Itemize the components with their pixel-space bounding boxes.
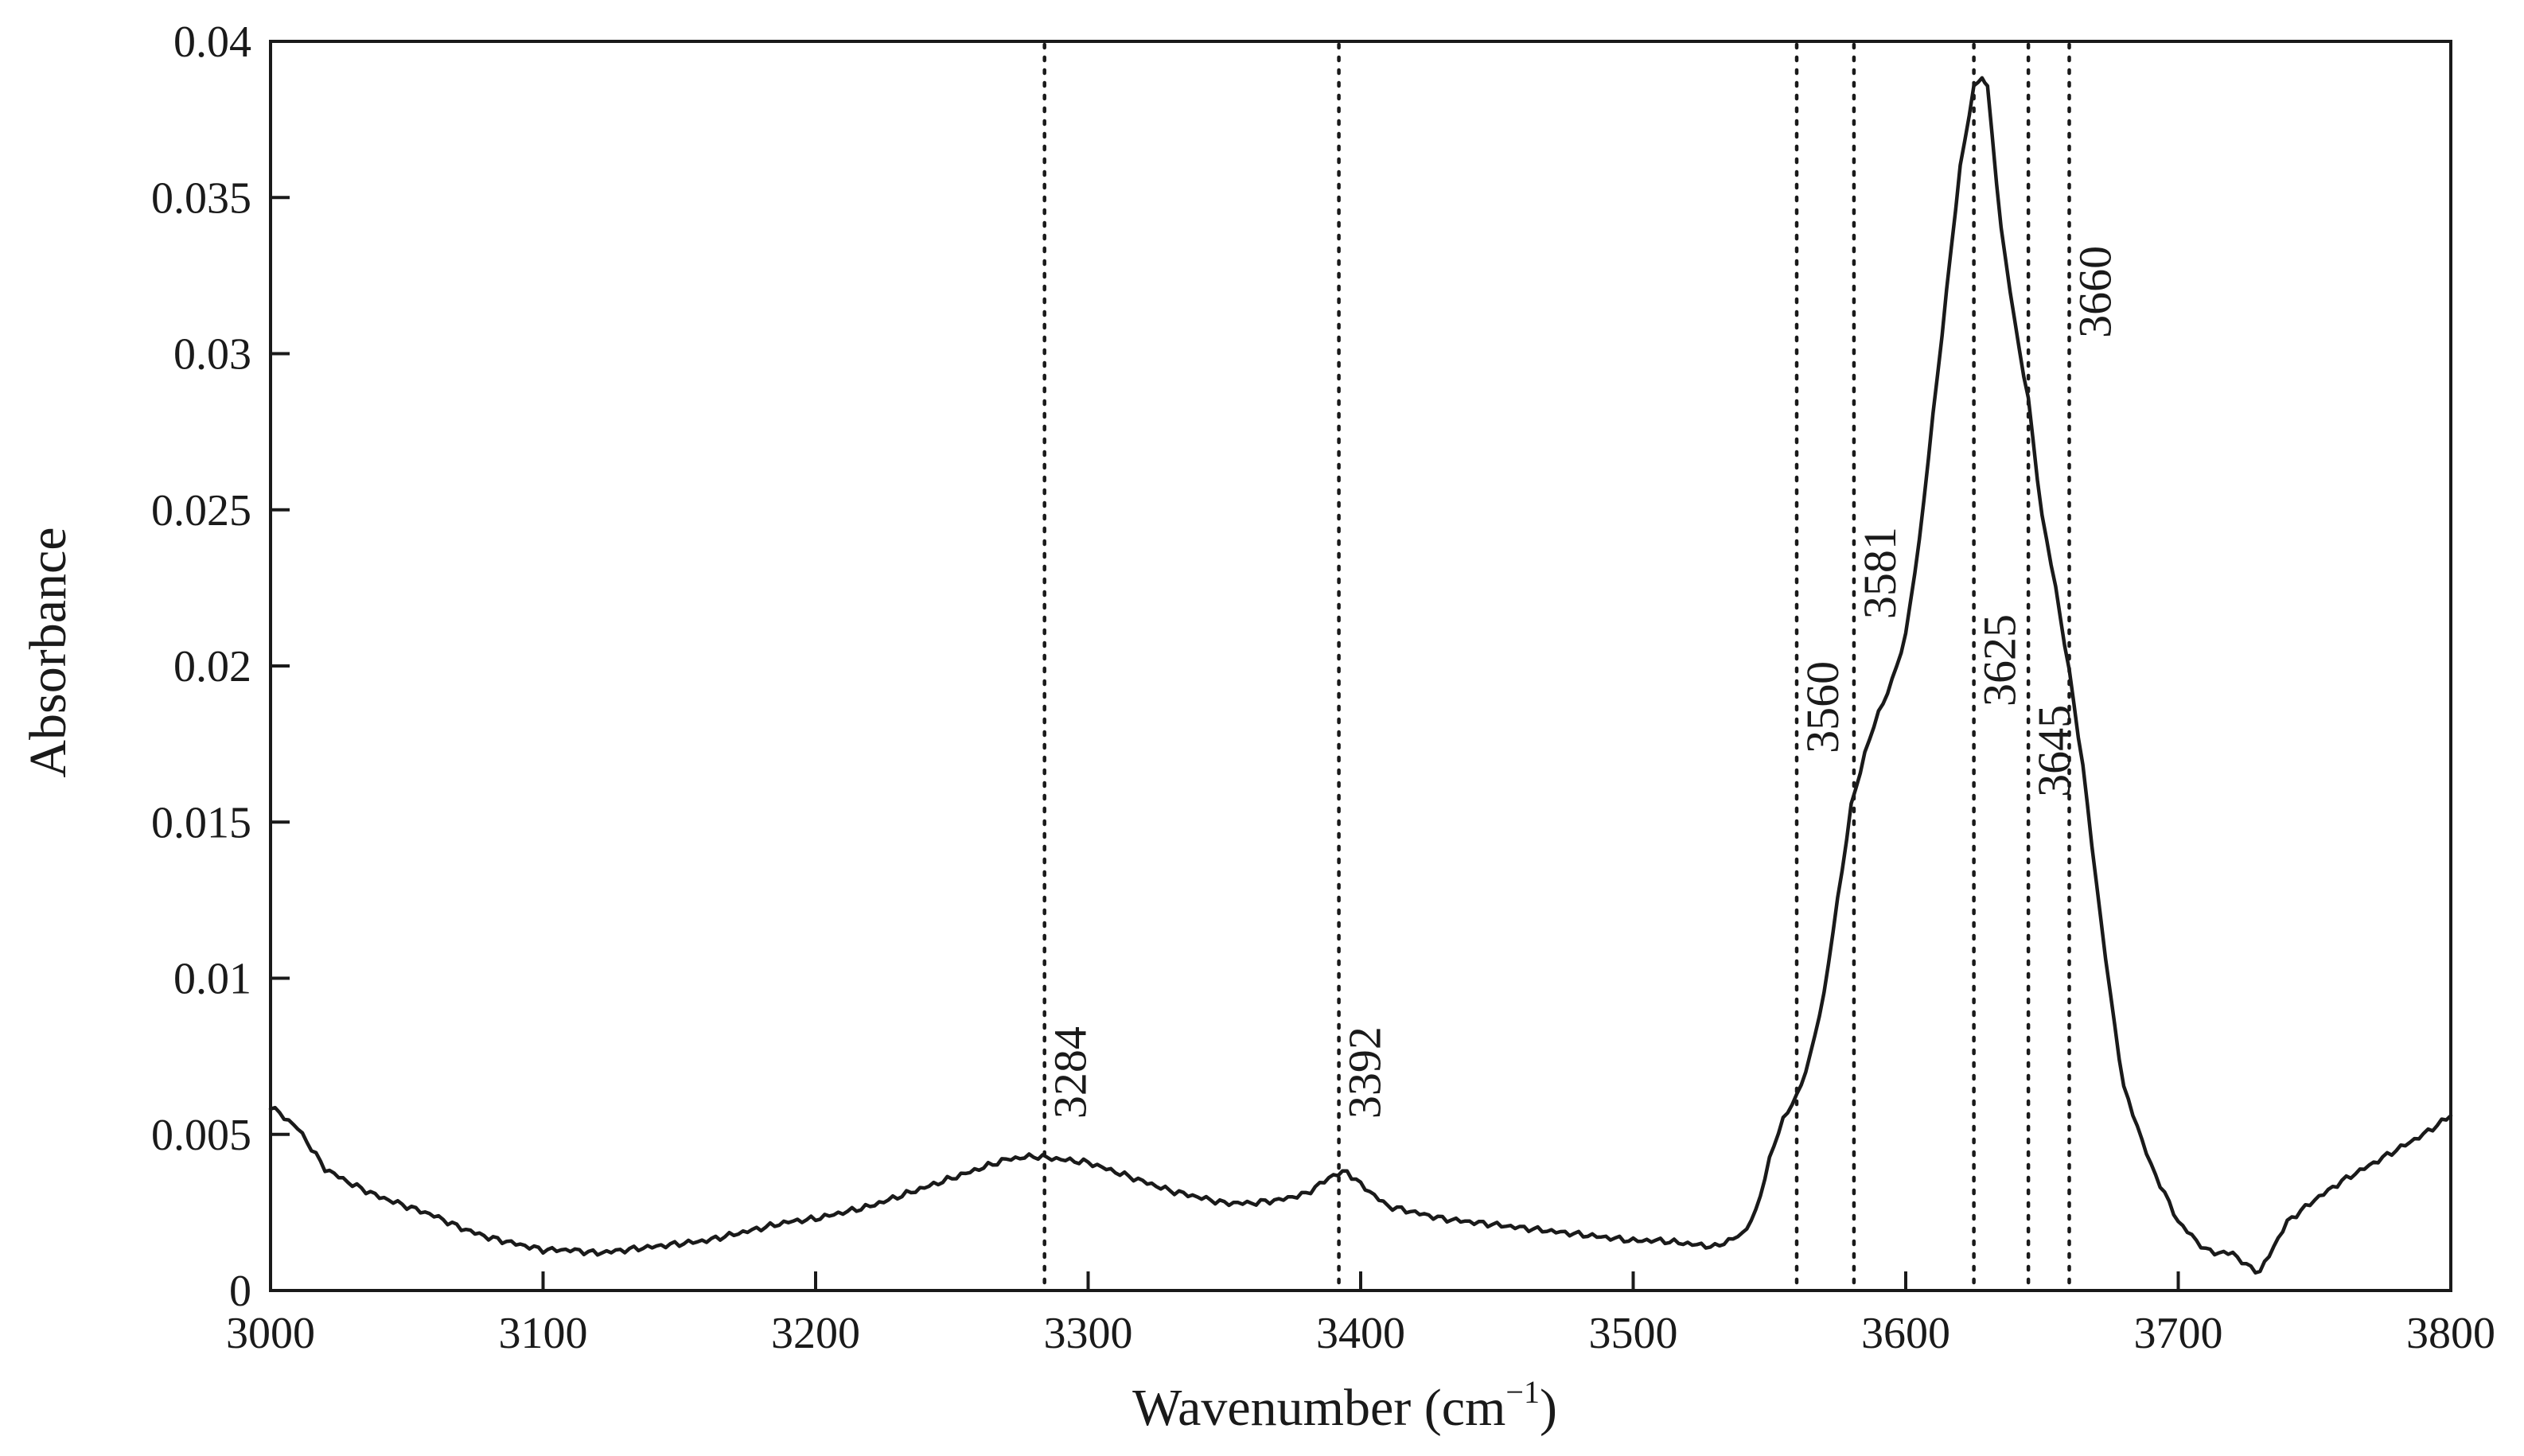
x-tick-label: 3100 [499, 1309, 588, 1358]
y-tick-label: 0.035 [151, 173, 251, 223]
x-tick-label: 3800 [2406, 1309, 2495, 1358]
x-axis-title-superscript: −1 [1505, 1374, 1540, 1410]
y-axis-title: Absorbance [19, 527, 77, 777]
axes-layer [269, 40, 2452, 1292]
x-tick-label: 3500 [1589, 1309, 1678, 1358]
y-tick-label: 0.04 [173, 18, 251, 67]
peak-marker-lines [1042, 42, 2071, 1290]
peak-label: 3645 [2028, 705, 2080, 797]
peak-label: 3625 [1974, 614, 2026, 707]
x-tick-label: 3700 [2134, 1309, 2223, 1358]
peak-label: 3581 [1854, 527, 1906, 619]
y-tick-label: 0 [229, 1267, 251, 1316]
peak-label: 3660 [2070, 246, 2121, 338]
y-tick-label: 0.03 [173, 330, 251, 380]
x-axis-title: Wavenumber (cm−1) [1132, 1374, 1557, 1437]
series-layer [268, 76, 2453, 1275]
x-tick-label: 3600 [1861, 1309, 1950, 1358]
peak-label: 3284 [1045, 1026, 1096, 1119]
x-tick-label: 3400 [1316, 1309, 1405, 1358]
x-axis-title-suffix: ) [1540, 1379, 1557, 1437]
x-tick-label: 3200 [771, 1309, 860, 1358]
peak-label: 3392 [1339, 1026, 1391, 1119]
y-tick-label: 0.015 [151, 798, 251, 847]
y-tick-label: 0.01 [173, 955, 251, 1004]
x-axis-title-main: Wavenumber (cm [1132, 1379, 1505, 1437]
labels-layer: 3000 3100 3200 3300 3400 3500 3600 3700 3800 0 0.0… [151, 18, 2495, 1358]
absorbance-series-line [268, 76, 2453, 1275]
y-tick-label: 0.005 [151, 1111, 251, 1160]
x-tick-label: 3000 [226, 1309, 315, 1358]
y-tick-label: 0.02 [173, 642, 251, 691]
y-tick-label: 0.025 [151, 486, 251, 535]
peak-label: 3560 [1797, 661, 1848, 753]
x-tick-label: 3300 [1044, 1309, 1133, 1358]
